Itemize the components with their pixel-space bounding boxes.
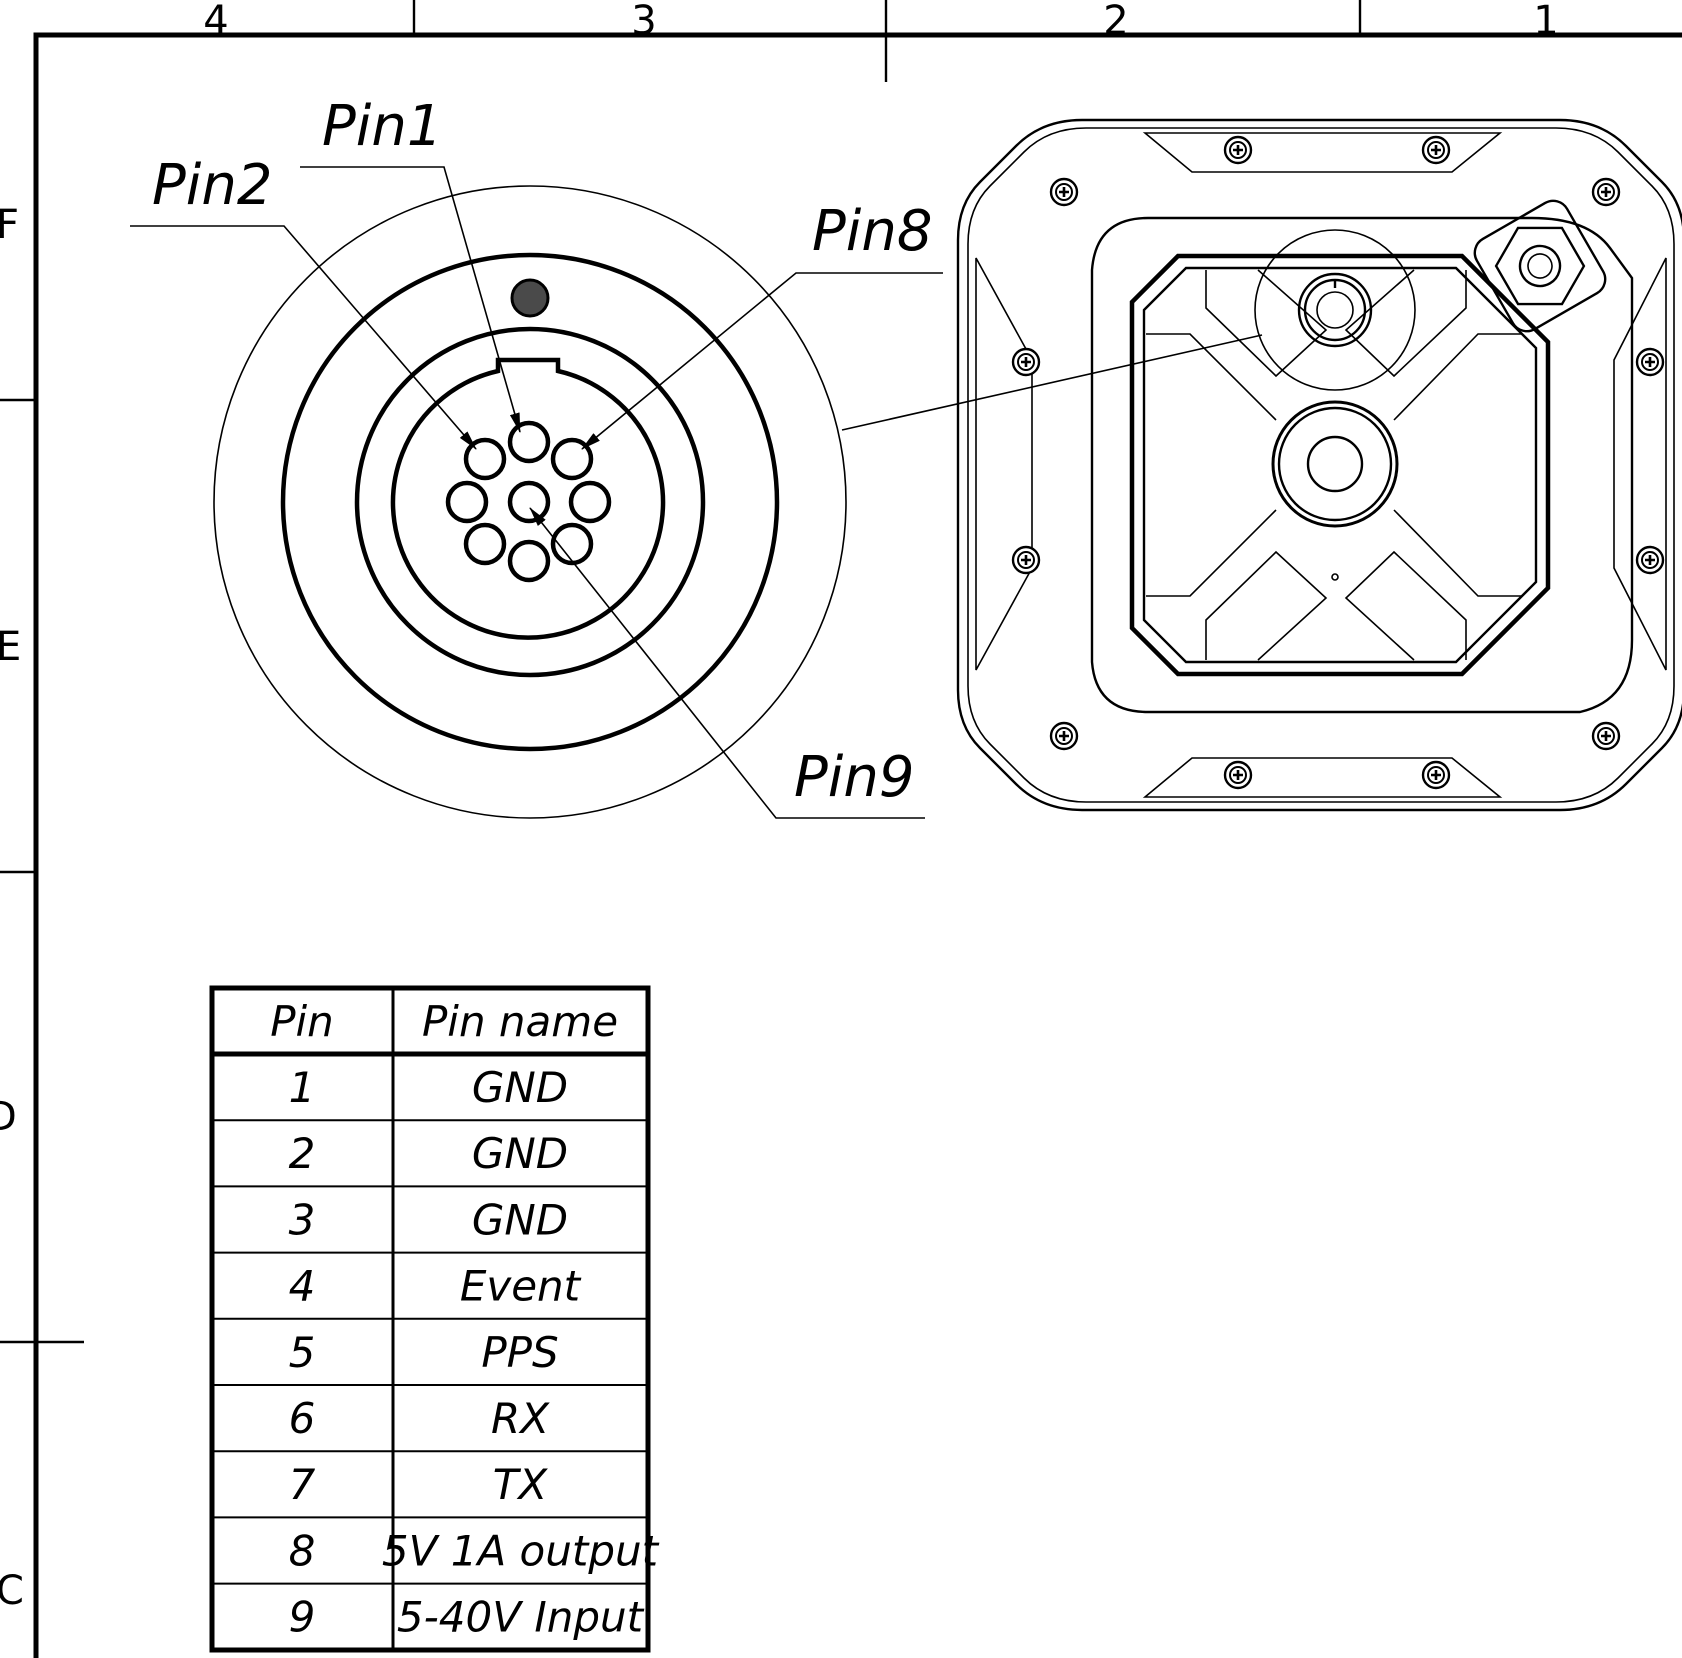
- table-header-pin: Pin: [270, 997, 334, 1046]
- pin9-label: Pin9: [794, 745, 914, 810]
- table-cell-pin: 7: [289, 1460, 316, 1509]
- table-cell-pin-name: RX: [491, 1394, 550, 1443]
- table-row: 9 5-40V Input: [289, 1593, 645, 1642]
- table-cell-pin: 9: [289, 1593, 316, 1642]
- table-cell-pin-name: GND: [472, 1195, 568, 1244]
- table-cell-pin-name: GND: [472, 1063, 568, 1112]
- table-cell-pin: 3: [289, 1195, 316, 1244]
- pin1-label: Pin1: [322, 94, 442, 159]
- device-bottom-view: [956, 118, 1682, 812]
- zone-column-2: 2: [1103, 0, 1128, 44]
- table-cell-pin-name: GND: [472, 1129, 568, 1178]
- zone-column-3: 3: [631, 0, 656, 44]
- vent-plug-icon: [1473, 199, 1607, 333]
- table-cell-pin-name: 5-40V Input: [397, 1593, 645, 1642]
- table-row: 7 TX: [289, 1460, 549, 1509]
- table-cell-pin-name: Event: [460, 1262, 582, 1311]
- table-row: 3 GND: [289, 1195, 569, 1244]
- zone-row-c: C: [0, 1568, 24, 1614]
- table-cell-pin-name: PPS: [481, 1328, 558, 1377]
- pin-leaders: [130, 166, 1263, 819]
- connector-pins: [445, 420, 612, 583]
- table-row: 4 Event: [289, 1262, 582, 1311]
- table-cell-pin: 6: [289, 1394, 316, 1443]
- zone-row-d: D: [0, 1094, 17, 1140]
- table-header-pin-name: Pin name: [422, 997, 618, 1046]
- pin2-label: Pin2: [152, 153, 272, 218]
- zone-column-1: 1: [1533, 0, 1558, 44]
- table-row: 6 RX: [289, 1394, 551, 1443]
- table-cell-pin: 4: [289, 1262, 316, 1311]
- table-cell-pin-name: TX: [493, 1460, 549, 1509]
- pin-table: Pin Pin name 1 GND 2 GND 3 GND 4 Event 5 PPS 6 RX 7 T…: [209, 985, 660, 1653]
- table-row: 5 PPS: [289, 1328, 559, 1377]
- table-cell-pin: 8: [289, 1526, 316, 1575]
- zone-markers: 4 3 2 1 F E D C: [0, 0, 1559, 1614]
- table-row: 1 GND: [289, 1063, 569, 1112]
- table-cell-pin: 5: [289, 1328, 316, 1377]
- zone-column-4: 4: [203, 0, 228, 44]
- table-cell-pin: 2: [289, 1129, 316, 1178]
- zone-row-f: F: [0, 202, 19, 248]
- connector-face: [213, 185, 847, 819]
- zone-row-e: E: [0, 624, 21, 670]
- key-dot-icon: [510, 278, 550, 318]
- table-cell-pin: 1: [289, 1063, 316, 1112]
- pin8-label: Pin8: [812, 199, 932, 264]
- table-row: 2 GND: [289, 1129, 569, 1178]
- table-cell-pin-name: 5V 1A output: [382, 1526, 660, 1575]
- table-row: 8 5V 1A output: [289, 1526, 660, 1575]
